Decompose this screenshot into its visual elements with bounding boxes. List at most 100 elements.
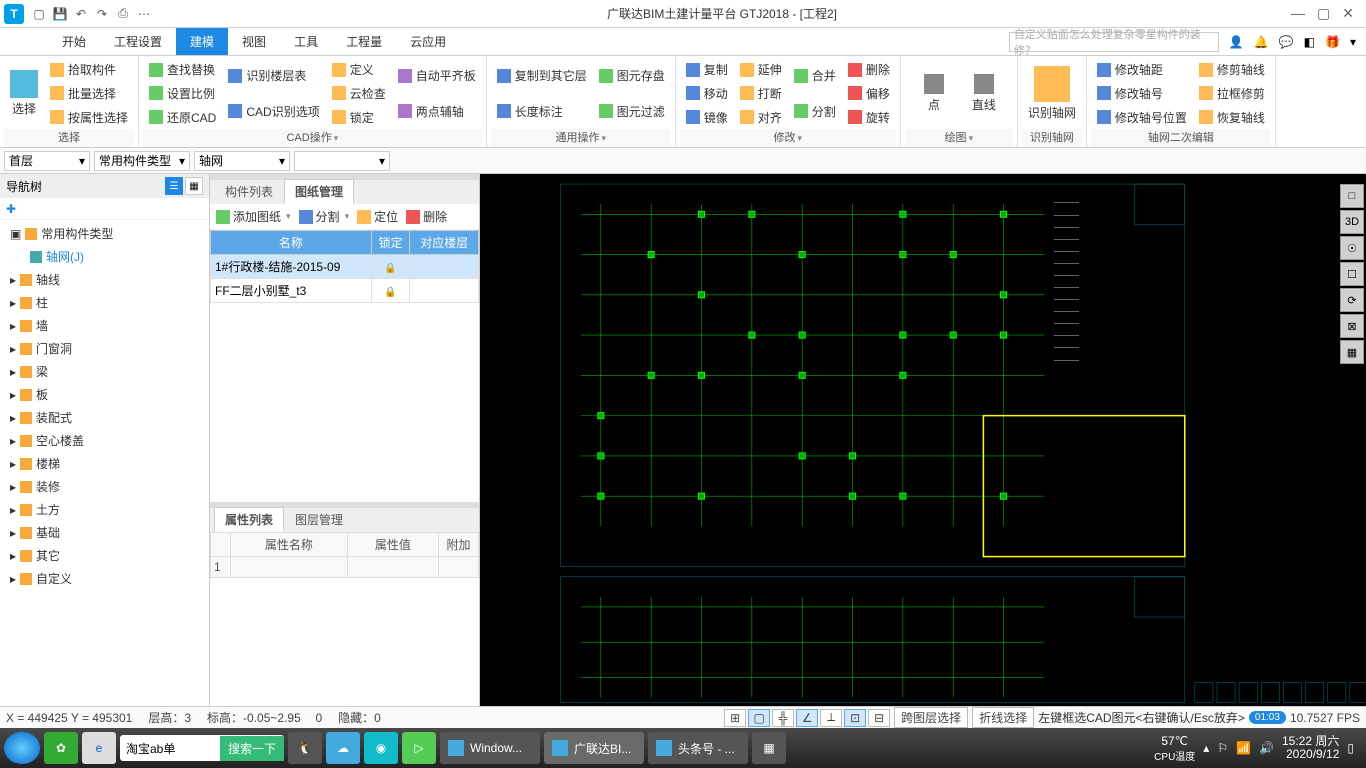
ribbon-item[interactable]: 拾取构件 <box>48 59 130 81</box>
ribbon-item[interactable]: 还原CAD <box>147 106 218 128</box>
qat-undo-icon[interactable]: ↶ <box>72 5 90 23</box>
view-tool[interactable]: □ <box>1340 184 1364 208</box>
maximize-button[interactable]: ▢ <box>1317 5 1330 22</box>
cpu-temp[interactable]: 57℃CPU温度 <box>1154 734 1195 763</box>
tree-child-axis[interactable]: 轴网(J) <box>0 245 209 268</box>
menu-tab-5[interactable]: 工程量 <box>332 28 396 55</box>
minimize-button[interactable]: — <box>1291 5 1305 22</box>
show-desktop-button[interactable]: ▯ <box>1347 741 1354 755</box>
view-tool[interactable]: ☉ <box>1340 236 1364 260</box>
locate-button[interactable]: 定位 <box>357 208 398 225</box>
tray-arrow-icon[interactable]: ▴ <box>1203 741 1209 755</box>
ribbon-item[interactable]: 复制到其它层 <box>495 65 589 87</box>
qat-open-icon[interactable]: ▢ <box>30 5 48 23</box>
ribbon-item[interactable]: 云检查 <box>330 82 388 104</box>
split-button[interactable]: 分割 <box>299 208 350 225</box>
view-tool[interactable]: ☐ <box>1340 262 1364 286</box>
tree-root[interactable]: ▣常用构件类型 <box>0 222 209 245</box>
polyline-select-button[interactable]: 折线选择 <box>972 707 1034 728</box>
snap-button-6[interactable]: ⊟ <box>868 709 890 727</box>
menu-tab-6[interactable]: 云应用 <box>396 28 460 55</box>
view-tool[interactable]: ⟳ <box>1340 288 1364 312</box>
delete-button[interactable]: 删除 <box>406 208 447 225</box>
taskbar-search-input[interactable] <box>120 741 220 755</box>
tree-cat[interactable]: ▸空心楼盖 <box>0 429 209 452</box>
bell-icon[interactable]: 🔔 <box>1254 35 1269 49</box>
tree-cat[interactable]: ▸装配式 <box>0 406 209 429</box>
snap-button-2[interactable]: ╬ <box>772 709 794 727</box>
tree-cat[interactable]: ▸土方 <box>0 498 209 521</box>
view-list-button[interactable]: ☰ <box>165 177 183 195</box>
tray-action-center-icon[interactable]: ⚐ <box>1217 741 1228 755</box>
help-search-input[interactable]: 自定义贴面怎么处理复杂零星构件的装修？ <box>1009 32 1219 52</box>
tree-cat[interactable]: ▸门窗洞 <box>0 337 209 360</box>
menu-tab-4[interactable]: 工具 <box>280 28 332 55</box>
taskbar-window[interactable]: 广联达BI... <box>544 732 644 764</box>
ribbon-item[interactable]: 识别楼层表 <box>226 65 321 87</box>
pinned-app-1[interactable]: ✿ <box>44 732 78 764</box>
menu-tab-0[interactable]: 开始 <box>48 28 100 55</box>
group-modify-label[interactable]: 修改 <box>680 129 896 147</box>
drawing-row[interactable]: FF二层小别墅_t3 <box>211 279 479 303</box>
group-cad-label[interactable]: CAD操作 <box>143 129 482 147</box>
group-common-label[interactable]: 通用操作 <box>491 129 671 147</box>
ribbon-item[interactable]: 批量选择 <box>48 82 130 104</box>
close-button[interactable]: ✕ <box>1342 5 1354 22</box>
tree-cat[interactable]: ▸板 <box>0 383 209 406</box>
tree-cat[interactable]: ▸梁 <box>0 360 209 383</box>
view-tool[interactable]: ▦ <box>1340 340 1364 364</box>
ribbon-item[interactable]: 查找替换 <box>147 59 218 81</box>
ribbon-item[interactable]: 拉框修剪 <box>1197 82 1267 104</box>
browser-icon[interactable]: e <box>82 732 116 764</box>
ribbon-item[interactable]: 打断 <box>738 82 784 104</box>
tree-cat[interactable]: ▸基础 <box>0 521 209 544</box>
ribbon-item[interactable]: 旋转 <box>846 106 892 128</box>
tray-volume-icon[interactable]: 🔊 <box>1259 741 1274 755</box>
tree-cat[interactable]: ▸装修 <box>0 475 209 498</box>
user-icon[interactable]: 👤 <box>1229 35 1244 49</box>
ribbon-item[interactable]: 锁定 <box>330 106 388 128</box>
tree-cat[interactable]: ▸柱 <box>0 291 209 314</box>
gift-icon[interactable]: 🎁 <box>1325 35 1340 49</box>
menu-tab-1[interactable]: 工程设置 <box>100 28 176 55</box>
ribbon-item[interactable]: 镜像 <box>684 106 730 128</box>
ribbon-item[interactable]: 删除 <box>846 59 892 81</box>
instance-select[interactable]: ▾ <box>294 151 390 171</box>
add-drawing-button[interactable]: 添加图纸 <box>216 208 291 225</box>
snap-button-1[interactable]: ▢ <box>748 709 770 727</box>
taskbar-window[interactable]: 头条号 - ... <box>648 732 748 764</box>
ribbon-item[interactable]: 按属性选择 <box>48 106 130 128</box>
view-tool[interactable]: 3D <box>1340 210 1364 234</box>
tree-cat[interactable]: ▸轴线 <box>0 268 209 291</box>
menu-tab-3[interactable]: 视图 <box>228 28 280 55</box>
tab-drawing-mgmt[interactable]: 图纸管理 <box>284 179 354 204</box>
app-icon-3[interactable]: ▦ <box>752 732 786 764</box>
snap-button-3[interactable]: ∠ <box>796 709 818 727</box>
viewport[interactable]: ————————————————————————————————————————… <box>480 174 1366 706</box>
tray-network-icon[interactable]: 📶 <box>1236 741 1251 755</box>
qat-redo-icon[interactable]: ↷ <box>93 5 111 23</box>
recognize-grid-button[interactable]: 识别轴网 <box>1022 58 1082 129</box>
ribbon-item[interactable]: 恢复轴线 <box>1197 106 1267 128</box>
draw-点[interactable]: 点 <box>917 74 951 113</box>
chat-icon[interactable]: 💬 <box>1279 35 1294 49</box>
ribbon-item[interactable]: CAD识别选项 <box>226 100 321 122</box>
start-button[interactable] <box>4 732 40 764</box>
ribbon-item[interactable]: 图元过滤 <box>597 100 667 122</box>
clock[interactable]: 15:22 周六 2020/9/12 <box>1282 735 1339 761</box>
view-grid-button[interactable]: ▦ <box>185 177 203 195</box>
tab-layers[interactable]: 图层管理 <box>284 507 354 532</box>
menu-tab-2[interactable]: 建模 <box>176 28 228 55</box>
select-button[interactable]: 选择 <box>4 58 44 129</box>
tree-cat[interactable]: ▸自定义 <box>0 567 209 590</box>
ribbon-item[interactable]: 长度标注 <box>495 100 589 122</box>
qat-more-icon[interactable]: ⋯ <box>135 5 153 23</box>
taskbar-window[interactable]: Window... <box>440 732 540 764</box>
expand-icon[interactable]: ✚ <box>6 202 16 216</box>
chevron-down-icon[interactable]: ▾ <box>1350 35 1356 49</box>
ribbon-item[interactable]: 定义 <box>330 59 388 81</box>
qat-save-icon[interactable]: 💾 <box>51 5 69 23</box>
snap-button-5[interactable]: ⊡ <box>844 709 866 727</box>
ribbon-item[interactable]: 分割 <box>792 100 838 122</box>
ribbon-item[interactable]: 偏移 <box>846 82 892 104</box>
